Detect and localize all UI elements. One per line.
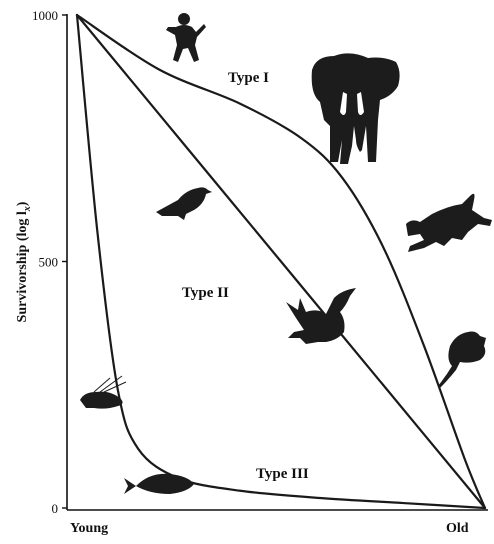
y-ticks: 0 500 1000 bbox=[32, 8, 67, 516]
cougar-icon bbox=[406, 193, 492, 252]
hawk-icon bbox=[286, 288, 356, 344]
x-tick-label-young: Young bbox=[70, 521, 108, 536]
survivorship-curves bbox=[75, 13, 487, 510]
human-icon bbox=[166, 13, 206, 62]
shrimp-icon bbox=[80, 375, 127, 409]
y-tick-label: 500 bbox=[39, 255, 59, 270]
series-label-type-3: Type III bbox=[256, 466, 309, 482]
series-line-type-2 bbox=[75, 13, 487, 510]
x-tick-label-old: Old bbox=[446, 521, 469, 536]
y-tick-label: 1000 bbox=[32, 8, 58, 23]
series-label-type-2: Type II bbox=[182, 285, 229, 301]
rodent-icon bbox=[438, 331, 486, 388]
songbird-icon bbox=[156, 187, 212, 220]
y-tick-label: 0 bbox=[52, 501, 59, 516]
y-axis-label: Survivorship (log lx) bbox=[15, 201, 33, 322]
fish-icon bbox=[124, 473, 194, 494]
series-line-type-3 bbox=[75, 13, 487, 510]
elephant-icon bbox=[311, 53, 400, 164]
series-line-type-1 bbox=[75, 13, 487, 510]
series-label-type-1: Type I bbox=[228, 70, 269, 86]
